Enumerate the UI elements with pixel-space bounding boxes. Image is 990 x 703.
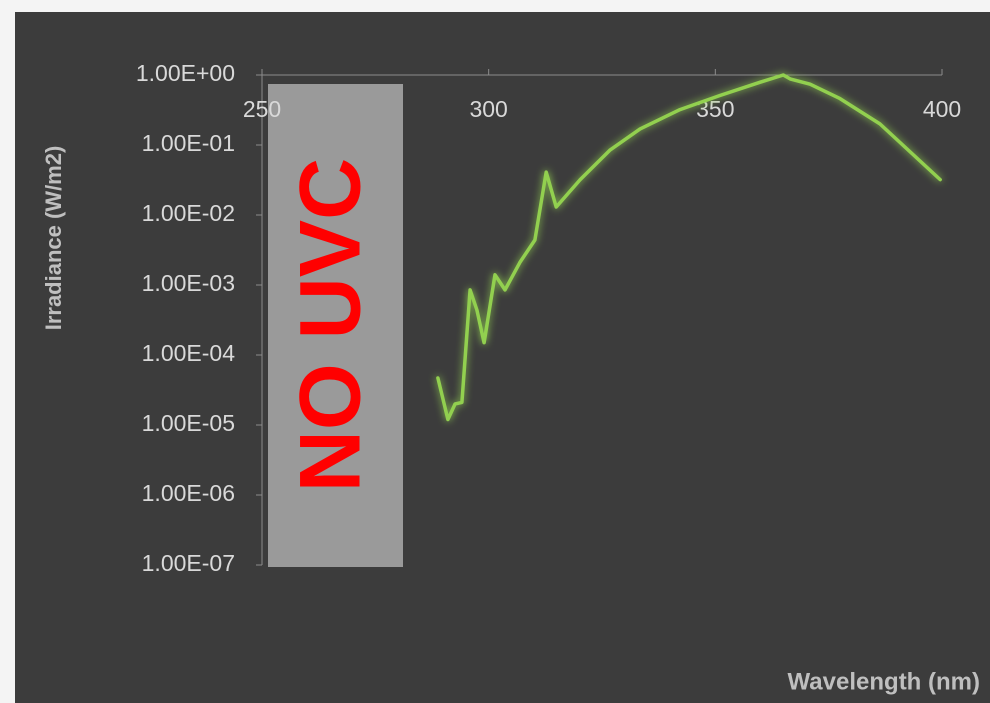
annotation: NO UVC (283, 158, 379, 492)
annotation-box (268, 84, 403, 567)
x-tick-label: 350 (696, 96, 734, 122)
x-tick-label: 400 (923, 96, 961, 122)
y-tick-label: 1.00E-07 (142, 550, 235, 576)
y-tick-label: 1.00E+00 (136, 60, 235, 86)
y-axis-label: Irradiance (W/m2) (41, 146, 66, 331)
y-tick-label: 1.00E-01 (142, 130, 235, 156)
data-line (436, 73, 942, 422)
x-axis-label: Wavelength (nm) (788, 668, 980, 695)
y-tick-label: 1.00E-05 (142, 410, 235, 436)
y-tick-label: 1.00E-02 (142, 200, 235, 226)
y-tick-label: 1.00E-04 (142, 340, 236, 366)
x-tick-label: 300 (469, 96, 507, 122)
x-tick-label: 250 (243, 96, 281, 122)
y-tick-label: 1.00E-03 (142, 270, 235, 296)
y-tick-label: 1.00E-06 (142, 480, 235, 506)
plot-background (15, 12, 990, 703)
